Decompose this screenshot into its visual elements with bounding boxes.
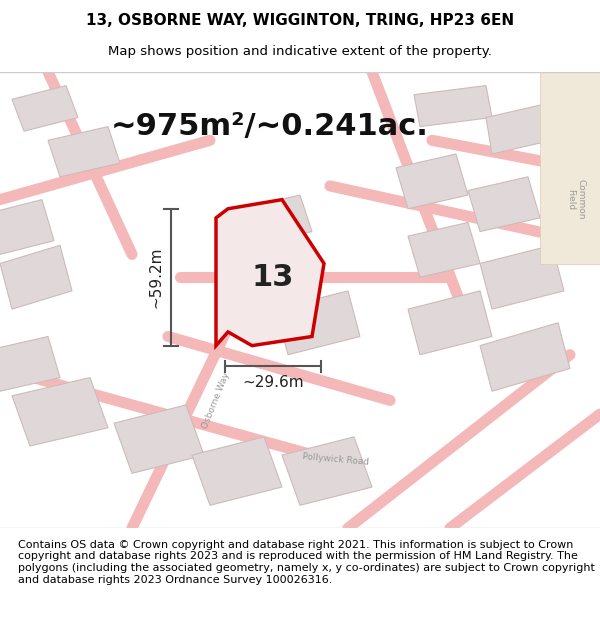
Polygon shape	[486, 104, 552, 154]
Polygon shape	[414, 86, 492, 127]
Polygon shape	[480, 322, 570, 391]
Text: 13: 13	[252, 262, 294, 292]
Text: Contains OS data © Crown copyright and database right 2021. This information is : Contains OS data © Crown copyright and d…	[18, 540, 595, 584]
Text: 13, OSBORNE WAY, WIGGINTON, TRING, HP23 6EN: 13, OSBORNE WAY, WIGGINTON, TRING, HP23 …	[86, 12, 514, 28]
Text: ~59.2m: ~59.2m	[148, 246, 163, 308]
Text: ~29.6m: ~29.6m	[242, 374, 304, 389]
Polygon shape	[408, 222, 480, 278]
Text: Pollywick Road: Pollywick Road	[302, 452, 370, 467]
Text: Osborne Way: Osborne Way	[200, 371, 232, 430]
Polygon shape	[480, 245, 564, 309]
Polygon shape	[216, 199, 324, 346]
Polygon shape	[48, 127, 120, 177]
Text: ~975m²/~0.241ac.: ~975m²/~0.241ac.	[111, 112, 429, 141]
Polygon shape	[12, 86, 78, 131]
Polygon shape	[468, 177, 540, 231]
Polygon shape	[276, 291, 360, 355]
Polygon shape	[0, 245, 72, 309]
Polygon shape	[12, 378, 108, 446]
Polygon shape	[240, 195, 312, 245]
Polygon shape	[396, 154, 468, 209]
Polygon shape	[0, 199, 54, 254]
Text: Map shows position and indicative extent of the property.: Map shows position and indicative extent…	[108, 45, 492, 58]
Polygon shape	[0, 336, 60, 391]
Text: Common
Field: Common Field	[566, 179, 586, 220]
Polygon shape	[114, 405, 204, 473]
Polygon shape	[192, 437, 282, 505]
Polygon shape	[540, 72, 600, 264]
Polygon shape	[408, 291, 492, 355]
Polygon shape	[282, 437, 372, 505]
